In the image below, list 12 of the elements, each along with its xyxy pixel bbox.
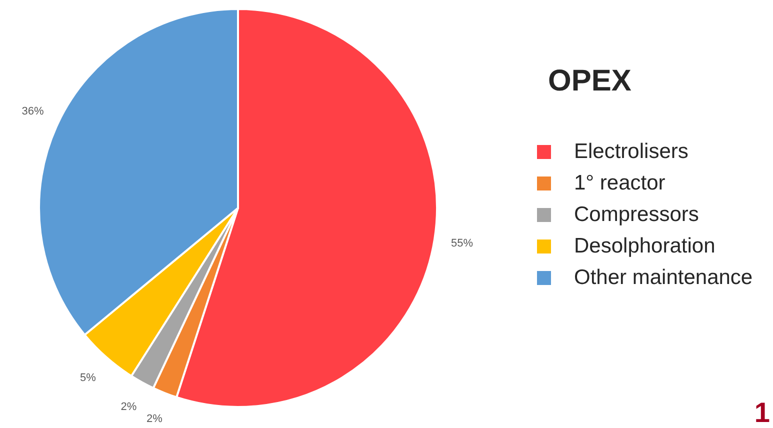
data-label: 2% — [120, 400, 137, 413]
text: OPEX — [548, 64, 632, 98]
data-label: 5% — [80, 372, 96, 384]
data-label: 55% — [451, 238, 474, 250]
data-label: 2% — [146, 412, 163, 425]
legend-label: 1° reactor — [574, 171, 666, 194]
legend-label: Electrolisers — [574, 140, 688, 163]
legend-label: Other maintenance — [574, 266, 753, 289]
text: 1 — [754, 397, 770, 428]
legend-label: Desolphoration — [574, 234, 716, 258]
data-label: 36% — [22, 105, 44, 118]
legend-label: Compressors — [574, 202, 699, 226]
